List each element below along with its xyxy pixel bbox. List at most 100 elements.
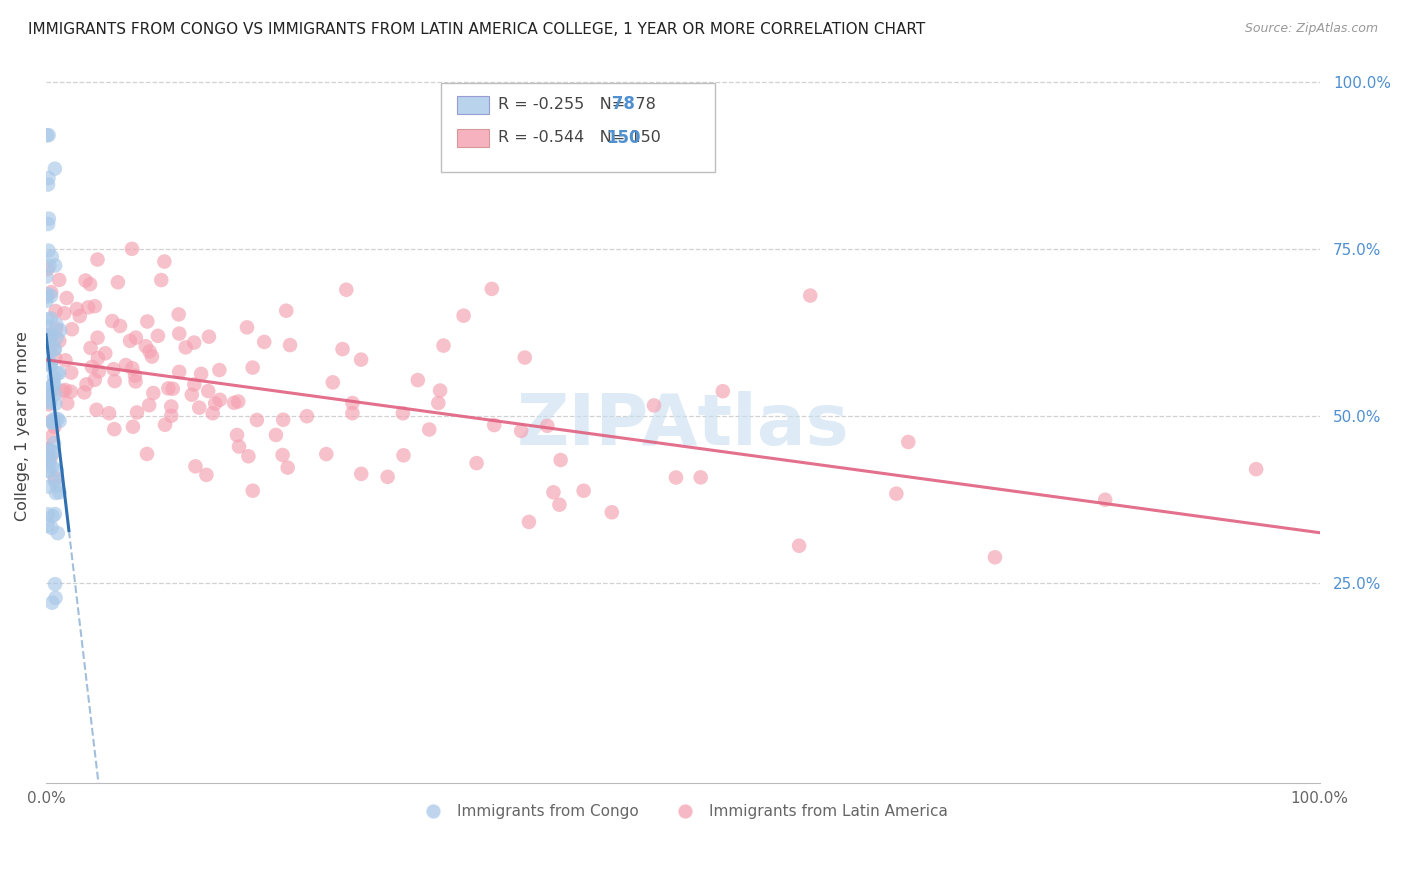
Point	[226, 428, 249, 442]
Point	[39, 356, 62, 370]
Point	[45, 478, 67, 492]
Point	[44, 161, 66, 176]
Bar	[457, 95, 489, 113]
Point	[39, 443, 62, 458]
Point	[73, 385, 96, 400]
Point	[44, 577, 66, 591]
Point	[332, 342, 354, 356]
Point	[665, 470, 688, 484]
Point	[180, 387, 202, 401]
Point	[39, 386, 62, 401]
Point	[335, 283, 357, 297]
Point	[48, 334, 70, 348]
Point	[167, 365, 190, 379]
Point	[41, 414, 63, 428]
Point	[37, 262, 59, 277]
Point	[264, 428, 287, 442]
Point	[377, 470, 399, 484]
Point	[124, 368, 146, 383]
Point	[69, 309, 91, 323]
Point	[689, 470, 711, 484]
Point	[46, 526, 69, 541]
Point	[517, 515, 540, 529]
Point	[392, 406, 415, 420]
Point	[77, 301, 100, 315]
Point	[39, 450, 62, 465]
Point	[86, 252, 108, 267]
Point	[44, 471, 66, 485]
Point	[37, 178, 59, 192]
Point	[228, 440, 250, 454]
Point	[75, 273, 97, 287]
Point	[48, 414, 70, 428]
Point	[242, 360, 264, 375]
Point	[55, 353, 77, 368]
Point	[406, 373, 429, 387]
Point	[711, 384, 734, 399]
Point	[121, 361, 143, 376]
Point	[41, 416, 63, 430]
Point	[183, 377, 205, 392]
Point	[37, 287, 59, 301]
Point	[44, 343, 66, 357]
Point	[125, 405, 148, 419]
Point	[162, 382, 184, 396]
Point	[242, 483, 264, 498]
Point	[38, 259, 60, 273]
Point	[222, 396, 245, 410]
Point	[83, 299, 105, 313]
Point	[103, 422, 125, 436]
Text: IMMIGRANTS FROM CONGO VS IMMIGRANTS FROM LATIN AMERICA COLLEGE, 1 YEAR OR MORE C: IMMIGRANTS FROM CONGO VS IMMIGRANTS FROM…	[28, 22, 925, 37]
Point	[142, 386, 165, 401]
Point	[37, 442, 59, 456]
Point	[86, 402, 108, 417]
Point	[160, 400, 183, 414]
Point	[543, 485, 565, 500]
Point	[276, 303, 298, 318]
Point	[136, 447, 159, 461]
Point	[271, 413, 294, 427]
Point	[103, 362, 125, 376]
Point	[39, 395, 62, 409]
Point	[188, 401, 211, 415]
Point	[37, 382, 59, 396]
Point	[45, 318, 67, 332]
Point	[44, 474, 66, 488]
Point	[48, 485, 70, 500]
Point	[392, 448, 415, 462]
Point	[87, 364, 110, 378]
Text: R = -0.255   N=  78: R = -0.255 N= 78	[498, 96, 657, 112]
Point	[60, 322, 83, 336]
Point	[118, 334, 141, 348]
Point	[787, 539, 810, 553]
Point	[46, 366, 69, 380]
Point	[135, 339, 157, 353]
Point	[246, 413, 269, 427]
Point	[37, 508, 59, 522]
Text: Source: ZipAtlas.com: Source: ZipAtlas.com	[1244, 22, 1378, 36]
Point	[208, 363, 231, 377]
Point	[45, 331, 67, 345]
Point	[42, 370, 65, 384]
Point	[44, 342, 66, 356]
Point	[44, 507, 66, 521]
Point	[44, 351, 66, 365]
Point	[44, 387, 66, 401]
Point	[45, 304, 67, 318]
Point	[146, 329, 169, 343]
Point	[37, 442, 59, 456]
Point	[66, 301, 89, 316]
Point	[101, 314, 124, 328]
Point	[432, 338, 454, 352]
Point	[277, 460, 299, 475]
Point	[350, 352, 373, 367]
Point	[236, 320, 259, 334]
Point	[35, 290, 58, 304]
Point	[39, 330, 62, 344]
Text: ZIPAtlas: ZIPAtlas	[516, 392, 849, 460]
Point	[38, 464, 60, 478]
Point	[482, 418, 505, 433]
Point	[37, 464, 59, 478]
Point	[39, 289, 62, 303]
Point	[38, 345, 60, 359]
